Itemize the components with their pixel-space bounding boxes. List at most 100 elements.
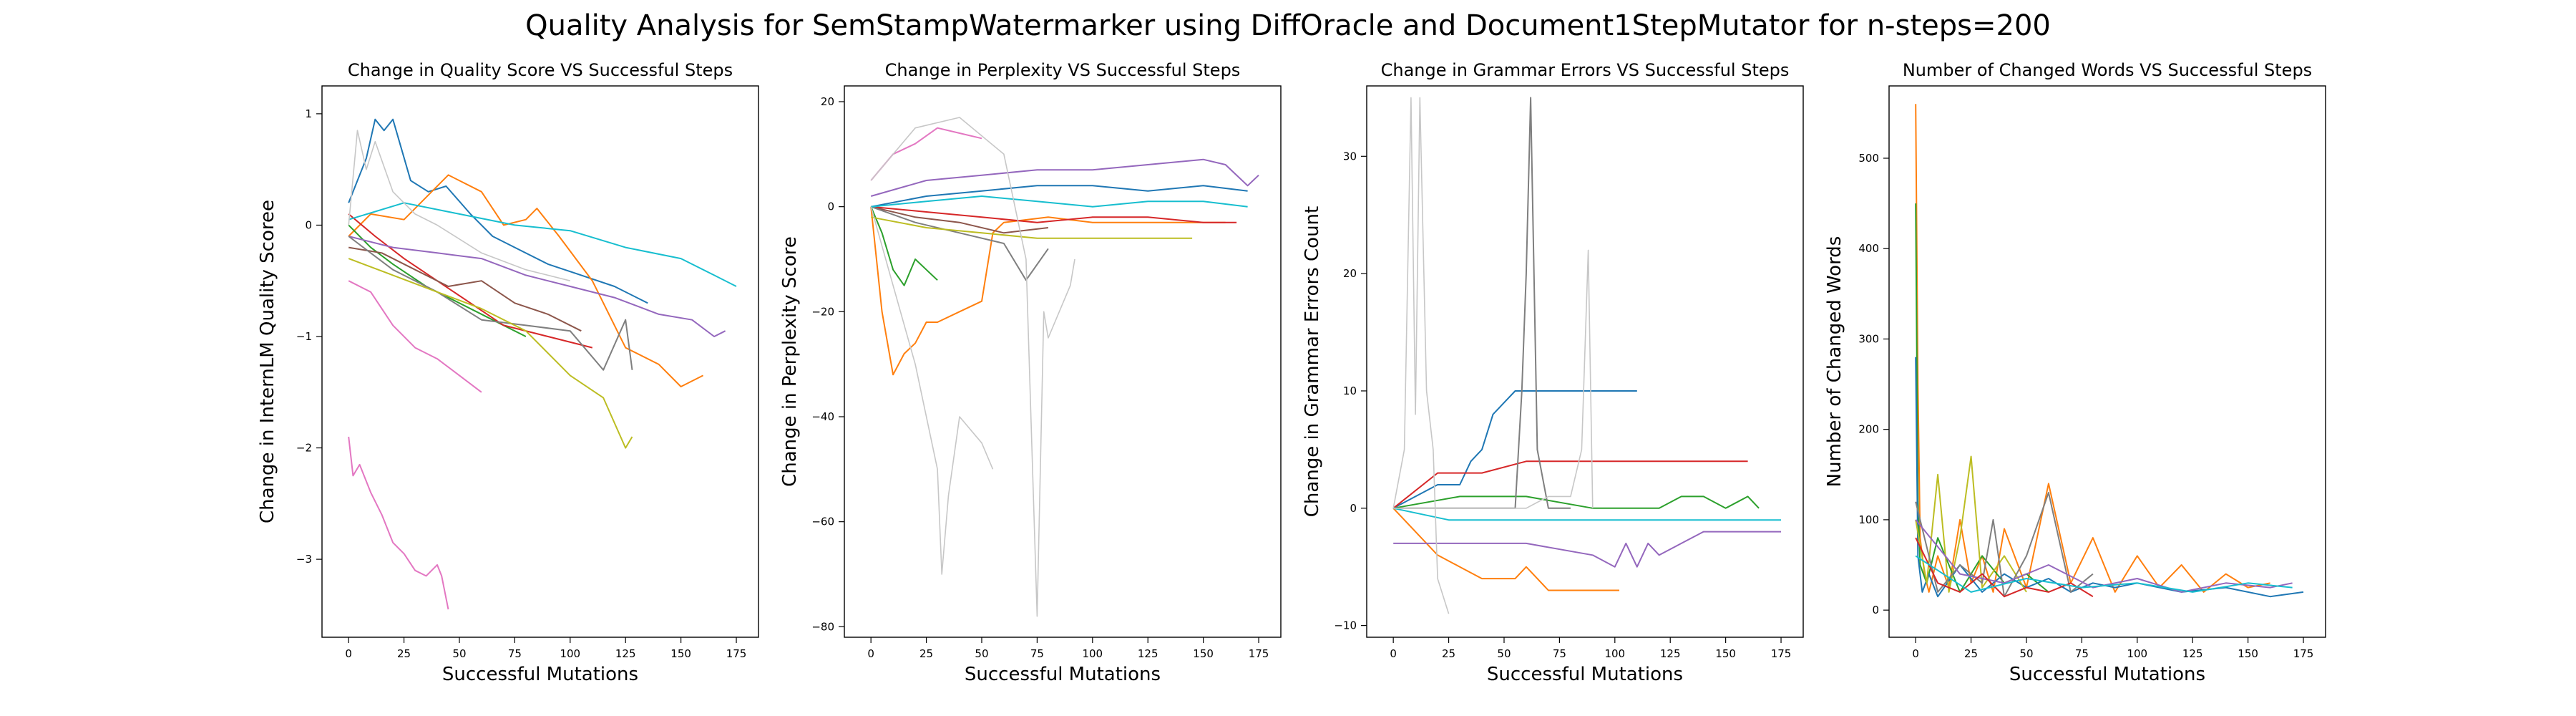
x-tick-label: 25	[1964, 647, 1978, 660]
x-tick-label: 50	[2019, 647, 2033, 660]
y-tick-label: −3	[296, 553, 312, 566]
series-line-1	[1392, 390, 1637, 509]
series-line-4	[1392, 460, 1748, 509]
series-line-10	[871, 195, 1248, 208]
y-tick-label: 30	[1343, 150, 1357, 163]
y-tick-label: 200	[1858, 423, 1879, 436]
x-tick-label: 100	[560, 647, 580, 660]
x-tick-label: 25	[919, 647, 933, 660]
series-line-7	[348, 436, 449, 610]
series-line-11	[348, 202, 737, 287]
plot-frame	[321, 85, 759, 638]
x-tick-label: 125	[1138, 647, 1158, 660]
y-tick-label: 300	[1858, 332, 1879, 345]
series-line-2	[1915, 203, 2049, 593]
x-tick-label: 0	[1912, 647, 1919, 660]
series-line-6	[1393, 97, 1571, 509]
x-tick-label: 25	[1442, 647, 1455, 660]
y-tick-label: 500	[1858, 152, 1879, 165]
x-tick-label: 175	[1771, 647, 1792, 660]
series-line-9	[1393, 249, 1594, 509]
series-line-5	[1393, 531, 1781, 568]
x-tick-label: 0	[1390, 647, 1397, 660]
series-line-8	[870, 205, 1049, 281]
series-line-4	[871, 205, 1237, 223]
x-tick-label: 175	[726, 647, 747, 660]
y-tick-label: −20	[811, 305, 834, 318]
y-axis-label: Change in Grammar Errors Count	[1302, 206, 1323, 517]
x-tick-label: 75	[1030, 647, 1044, 660]
x-axis-label: Successful Mutations	[2009, 664, 2205, 685]
series-line-5	[1915, 492, 2094, 598]
x-tick-label: 75	[508, 647, 522, 660]
series-line-1	[348, 118, 648, 304]
series-group	[1392, 97, 1781, 614]
series-line-10	[348, 258, 633, 449]
figure-title: Quality Analysis for SemStampWatermarker…	[525, 9, 2051, 42]
series-line-2	[870, 206, 1226, 376]
panel-title: Change in Grammar Errors VS Successful S…	[1381, 60, 1790, 80]
series-line-1	[871, 185, 1248, 208]
plot-frame	[844, 85, 1282, 638]
y-tick-label: −2	[296, 442, 312, 455]
y-tick-label: 20	[821, 95, 834, 108]
x-tick-label: 175	[2293, 647, 2314, 660]
x-tick-label: 75	[2075, 647, 2089, 660]
y-tick-label: 0	[305, 218, 312, 231]
series-line-1	[1915, 104, 2270, 593]
x-tick-label: 100	[1082, 647, 1103, 660]
series-line-8	[1392, 97, 1450, 614]
series-line-3	[1393, 495, 1760, 509]
series-line-5	[870, 158, 1259, 197]
y-tick-label: −80	[811, 620, 834, 633]
x-tick-label: 175	[1249, 647, 1269, 660]
y-tick-label: 1	[305, 107, 312, 120]
x-tick-label: 50	[1497, 647, 1511, 660]
y-tick-label: 10	[1343, 384, 1357, 397]
x-tick-label: 125	[1660, 647, 1681, 660]
series-line-6	[870, 205, 1049, 234]
x-tick-label: 100	[1604, 647, 1625, 660]
y-tick-label: 100	[1858, 513, 1879, 526]
series-group	[1915, 104, 2304, 598]
series-line-3	[1915, 357, 2304, 598]
panel-title: Change in Perplexity VS Successful Steps	[885, 60, 1241, 80]
series-line-4	[1915, 455, 2027, 593]
series-line-6	[1915, 519, 2293, 593]
x-tick-label: 125	[2182, 647, 2203, 660]
series-line-8	[1915, 555, 2293, 593]
series-line-12	[348, 130, 570, 281]
panel-title: Change in Quality Score VS Successful St…	[348, 60, 733, 80]
x-tick-label: 150	[670, 647, 691, 660]
series-line-7	[1915, 537, 2094, 598]
x-tick-label: 0	[345, 647, 352, 660]
x-tick-label: 50	[452, 647, 466, 660]
y-axis-label: Change in InternLM Quality Scoree	[257, 200, 278, 523]
y-tick-label: 20	[1343, 267, 1357, 280]
x-tick-label: 150	[2238, 647, 2258, 660]
series-line-4	[348, 213, 593, 349]
y-tick-label: 0	[1872, 604, 1879, 616]
series-line-11	[870, 206, 994, 575]
series-line-9	[871, 216, 1193, 239]
series-line-5	[348, 236, 726, 337]
series-line-2	[348, 174, 704, 387]
x-tick-label: 75	[1553, 647, 1566, 660]
series-line-12	[870, 117, 1075, 617]
plot-frame	[1366, 85, 1804, 638]
x-tick-label: 150	[1715, 647, 1736, 660]
y-axis-label: Number of Changed Words	[1824, 236, 1845, 488]
series-line-6	[348, 246, 582, 332]
panel-4: 0 25 50 75 100 125 150 175 500 400 300 200 100 0 Numbe…	[1824, 60, 2326, 685]
x-tick-label: 125	[615, 647, 636, 660]
series-line-7	[870, 127, 982, 181]
plot-frame	[1888, 85, 2326, 638]
y-tick-label: 0	[1350, 502, 1357, 515]
y-axis-label: Change in Perplexity Score	[779, 236, 801, 487]
y-tick-label: −60	[811, 516, 834, 528]
x-axis-label: Successful Mutations	[1487, 664, 1683, 685]
panel-1: 0 25 50 75 100 125 150 175 1 0 −1 −2 −3 Change in Qua…	[257, 60, 759, 685]
x-tick-label: 0	[867, 647, 874, 660]
